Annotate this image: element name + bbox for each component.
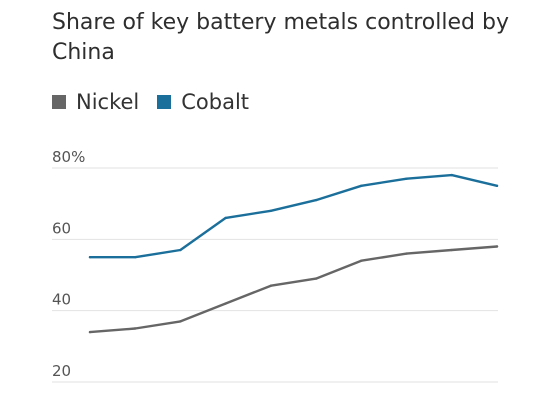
data-point-nickel-7 [405,252,408,255]
data-point-cobalt-5 [314,198,318,202]
data-point-nickel-4 [269,284,273,287]
data-point-nickel-1 [134,327,137,330]
y-tick-label-40: 40 [52,291,71,309]
series-line-nickel [88,245,499,334]
data-point-cobalt-1 [134,255,137,259]
data-point-cobalt-4 [269,209,273,212]
chart-legend: Nickel Cobalt [52,90,267,114]
data-point-nickel-5 [314,277,318,280]
data-point-cobalt-2 [179,248,182,252]
grid-layer [52,167,498,383]
legend-swatch-nickel [52,95,66,109]
data-point-nickel-6 [360,259,363,262]
legend-label-nickel: Nickel [76,90,140,114]
legend-swatch-cobalt [157,95,172,109]
y-tick-label-20: 20 [52,362,71,380]
data-point-nickel-9 [495,245,499,248]
data-point-nickel-0 [88,330,92,334]
data-point-nickel-3 [224,302,227,305]
series-layer [88,173,499,334]
data-point-cobalt-6 [360,184,363,188]
data-point-cobalt-0 [88,255,92,259]
data-point-cobalt-9 [495,184,499,188]
chart-title: Share of key battery metals controlled b… [52,10,509,65]
y-axis-ticks: 20 40 60 80% [52,148,85,380]
legend-item-nickel: Nickel [52,90,139,114]
data-point-cobalt-8 [450,173,453,177]
legend-item-cobalt: Cobalt [157,90,249,114]
y-tick-label-60: 60 [52,219,71,237]
legend-label-cobalt: Cobalt [181,90,250,114]
data-point-cobalt-7 [405,177,408,180]
y-tick-label-80: 80% [52,148,85,166]
data-point-nickel-8 [450,248,453,252]
data-point-nickel-2 [179,320,182,323]
data-point-cobalt-3 [224,216,227,220]
series-line-cobalt [88,173,499,259]
